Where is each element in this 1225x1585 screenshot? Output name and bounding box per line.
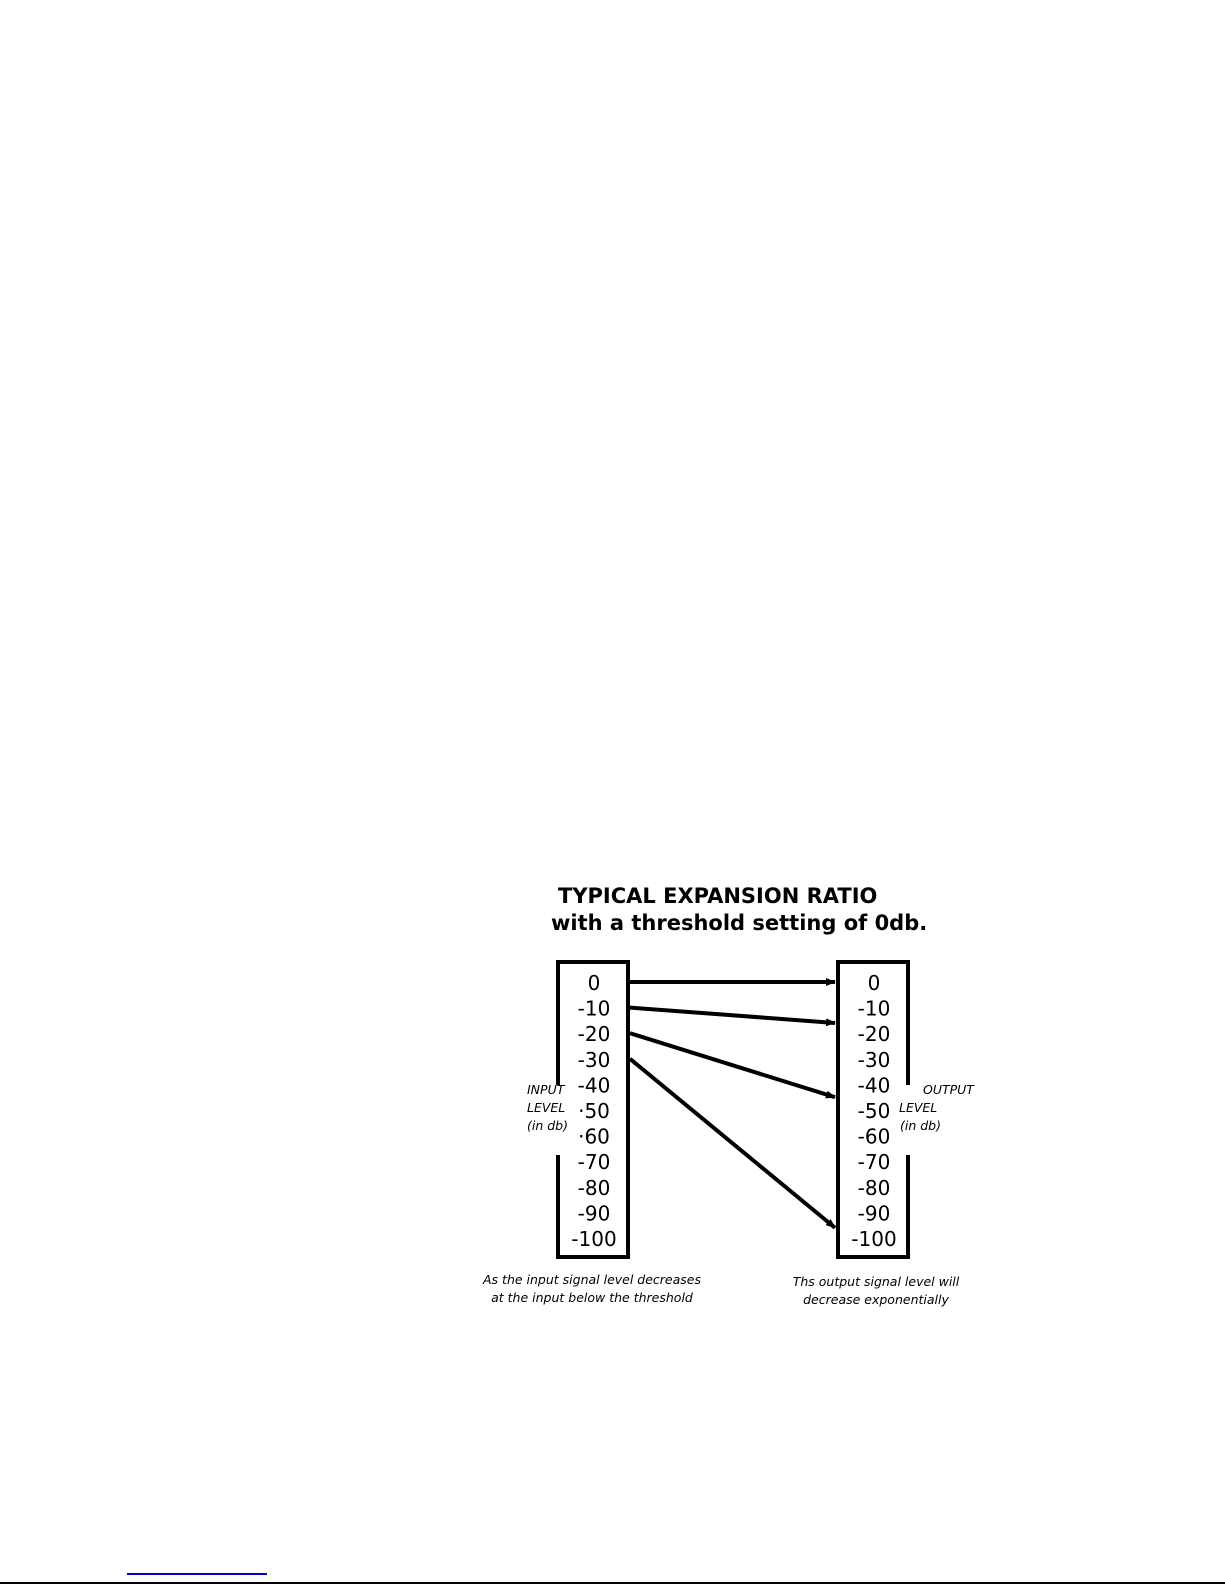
diagram-title: TYPICAL EXPANSION RATIO bbox=[558, 884, 878, 908]
input-meter-box bbox=[556, 960, 630, 1259]
output-scale-label: -70 bbox=[858, 1150, 891, 1174]
output-level-label: OUTPUT bbox=[923, 1082, 975, 1097]
input-scale-label: -40 bbox=[578, 1073, 611, 1097]
output-scale-label: -20 bbox=[858, 1022, 891, 1046]
level-mapping-arrow bbox=[629, 1005, 836, 1027]
footnote-link-underline[interactable] bbox=[127, 1573, 267, 1575]
diagram-subtitle: with a threshold setting of 0db. bbox=[551, 911, 928, 935]
input-level-label: LEVEL bbox=[527, 1100, 565, 1115]
input-scale-label: -10 bbox=[578, 997, 611, 1021]
output-scale-label: -80 bbox=[858, 1176, 891, 1200]
level-mapping-arrow bbox=[628, 1057, 837, 1230]
output-scale-label: -10 bbox=[858, 997, 891, 1021]
input-scale-label: ·60 bbox=[578, 1125, 610, 1149]
input-level-label: (in db) bbox=[527, 1118, 568, 1133]
output-caption: decrease exponentially bbox=[803, 1292, 949, 1307]
output-scale-label: -90 bbox=[858, 1201, 891, 1225]
input-scale-label: -100 bbox=[571, 1227, 616, 1251]
input-scale-label: -90 bbox=[578, 1201, 611, 1225]
output-caption: Ths output signal level will bbox=[793, 1274, 960, 1289]
output-scale-label: -100 bbox=[851, 1227, 896, 1251]
input-scale-label: -30 bbox=[578, 1048, 611, 1072]
input-caption: As the input signal level decreases bbox=[482, 1272, 701, 1287]
input-scale-label: -20 bbox=[578, 1022, 611, 1046]
output-level-label: (in db) bbox=[900, 1118, 941, 1133]
output-scale-label: -40 bbox=[858, 1073, 891, 1097]
output-level-label: LEVEL bbox=[899, 1100, 937, 1115]
output-scale-label: -60 bbox=[858, 1125, 891, 1149]
input-scale-label: ·50 bbox=[578, 1099, 610, 1123]
input-caption: at the input below the threshold bbox=[491, 1290, 693, 1305]
output-scale-label: -50 bbox=[858, 1099, 891, 1123]
output-scale-label: 0 bbox=[868, 971, 881, 995]
input-scale-label: 0 bbox=[588, 971, 601, 995]
input-scale-label: -70 bbox=[578, 1150, 611, 1174]
input-level-label: INPUT bbox=[527, 1082, 566, 1097]
page-rule bbox=[0, 1582, 1225, 1584]
output-scale-label: -30 bbox=[858, 1048, 891, 1072]
output-meter-box bbox=[836, 960, 910, 1259]
level-mapping-arrow bbox=[629, 1031, 836, 1100]
input-scale-label: -80 bbox=[578, 1176, 611, 1200]
